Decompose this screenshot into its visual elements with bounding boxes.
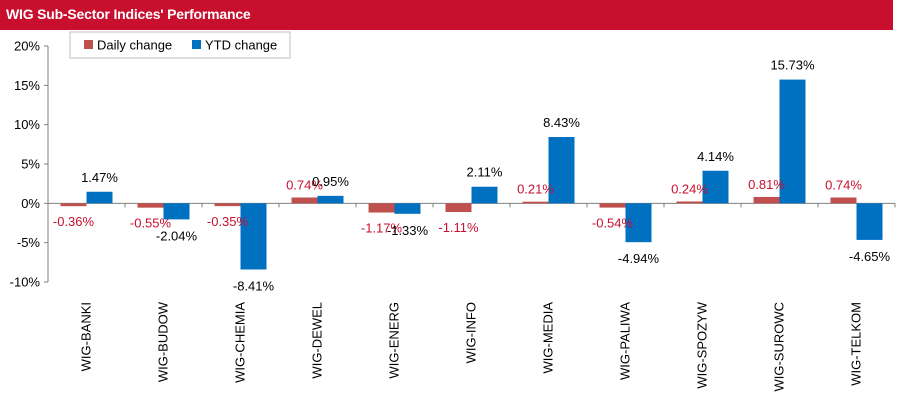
legend-box — [69, 31, 291, 59]
ytd-change-bar — [394, 203, 421, 214]
ytd-change-bar — [625, 203, 652, 243]
ytd-change-data-label: -4.65% — [849, 249, 891, 264]
daily-change-data-label: 0.74% — [825, 178, 862, 193]
daily-change-bar — [830, 197, 857, 204]
category-label: WIG-MEDIA — [541, 302, 556, 374]
y-tick-label: 5% — [21, 157, 40, 172]
category-label: WIG-SPOZYW — [695, 301, 710, 388]
daily-change-data-label: 0.81% — [748, 177, 785, 192]
ytd-change-data-label: 8.43% — [543, 115, 580, 130]
ytd-change-bar — [240, 203, 267, 270]
ytd-change-data-label: 2.11% — [467, 165, 503, 180]
y-tick-label: -5% — [17, 235, 41, 250]
daily-change-data-label: -0.54% — [592, 216, 634, 231]
ytd-change-bar — [702, 170, 729, 204]
ytd-change-bar — [163, 203, 190, 220]
chart-header: WIG Sub-Sector Indices' Performance — [0, 0, 893, 30]
daily-change-bar — [368, 203, 395, 213]
ytd-change-data-label: -1.33% — [387, 223, 429, 238]
category-label: WIG-ENERG — [387, 302, 402, 379]
daily-change-data-label: -0.35% — [207, 214, 249, 229]
daily-change-bar — [753, 196, 780, 204]
category-label: WIG-BANKI — [79, 302, 94, 371]
daily-change-bar — [60, 203, 87, 207]
ytd-change-bar — [86, 191, 113, 204]
daily-change-bar — [445, 203, 472, 213]
category-label: WIG-DEWEL — [310, 302, 325, 379]
y-tick-label: 0% — [21, 196, 40, 211]
daily-change-data-label: -0.55% — [130, 216, 172, 231]
legend-swatch-ytd — [192, 40, 201, 49]
category-label: WIG-BUDOW — [156, 301, 171, 382]
daily-change-data-label: -0.36% — [53, 214, 95, 229]
category-label: WIG-SUROWC — [772, 302, 787, 392]
ytd-change-bar — [548, 137, 575, 204]
ytd-change-data-label: 4.14% — [697, 149, 734, 164]
legend-label-daily: Daily change — [97, 38, 172, 53]
daily-change-bar — [676, 201, 703, 204]
y-tick-label: 10% — [14, 117, 40, 132]
daily-change-bar — [214, 203, 241, 207]
y-tick-label: 20% — [14, 39, 40, 54]
chart-title: WIG Sub-Sector Indices' Performance — [6, 6, 251, 22]
daily-change-bar — [137, 203, 164, 208]
y-tick-label: -10% — [10, 275, 41, 290]
ytd-change-data-label: 15.73% — [770, 58, 815, 73]
ytd-change-bar — [317, 195, 344, 204]
legend-label-ytd: YTD change — [205, 38, 277, 53]
category-label: WIG-INFO — [464, 302, 479, 363]
category-label: WIG-TELKOM — [849, 302, 864, 386]
daily-change-data-label: 0.24% — [671, 181, 708, 196]
daily-change-data-label: -1.17% — [361, 221, 403, 236]
daily-change-data-label: 0.21% — [517, 182, 554, 197]
category-label: WIG-PALIWA — [618, 302, 633, 380]
ytd-change-data-label: 0.95% — [312, 174, 349, 189]
ytd-change-data-label: 1.47% — [81, 170, 118, 185]
ytd-change-data-label: -2.04% — [156, 228, 198, 243]
daily-change-bar — [291, 197, 318, 204]
ytd-change-data-label: -4.94% — [618, 251, 660, 266]
ytd-change-data-label: -8.41% — [233, 278, 275, 293]
daily-change-bar — [522, 201, 549, 204]
legend-swatch-daily — [84, 40, 93, 49]
daily-change-data-label: 0.74% — [286, 178, 323, 193]
ytd-change-bar — [856, 203, 883, 240]
ytd-change-bar — [471, 186, 498, 204]
daily-change-data-label: -1.11% — [438, 220, 479, 235]
category-label: WIG-CHEMIA — [233, 302, 248, 383]
daily-change-bar — [599, 203, 626, 208]
y-tick-label: 15% — [14, 78, 40, 93]
ytd-change-bar — [779, 79, 806, 204]
